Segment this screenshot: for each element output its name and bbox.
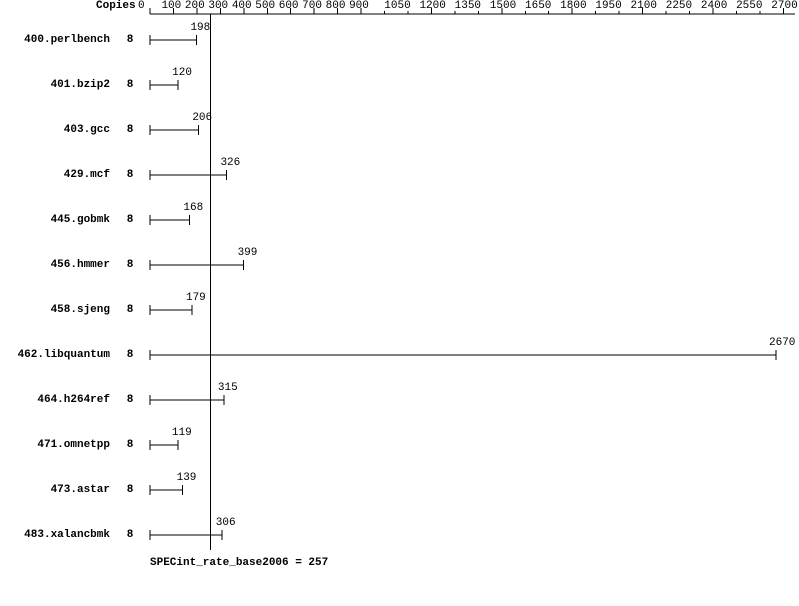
axis-tick-label: 1350: [455, 0, 481, 12]
benchmark-name: 462.libquantum: [0, 349, 110, 361]
copies-value: 8: [120, 484, 140, 496]
benchmark-name: 403.gcc: [0, 124, 110, 136]
copies-value: 8: [120, 259, 140, 271]
axis-tick-label: 2550: [736, 0, 762, 12]
axis-tick-label: 300: [208, 0, 228, 12]
benchmark-name: 445.gobmk: [0, 214, 110, 226]
copies-value: 8: [120, 394, 140, 406]
copies-value: 8: [120, 214, 140, 226]
copies-value: 8: [120, 529, 140, 541]
benchmark-value: 119: [172, 427, 192, 439]
benchmark-name: 400.perlbench: [0, 34, 110, 46]
copies-value: 8: [120, 169, 140, 181]
axis-tick-label: 800: [326, 0, 346, 12]
axis-tick-label: 900: [349, 0, 369, 12]
axis-tick-label: 2400: [701, 0, 727, 12]
axis-tick-label: 2700: [771, 0, 797, 12]
chart-footer: SPECint_rate_base2006 = 257: [150, 557, 328, 569]
benchmark-value: 326: [220, 157, 240, 169]
benchmark-value: 306: [216, 517, 236, 529]
copies-value: 8: [120, 79, 140, 91]
axis-tick-label: 1050: [384, 0, 410, 12]
copies-value: 8: [120, 34, 140, 46]
axis-tick-label: 1200: [419, 0, 445, 12]
benchmark-value: 168: [183, 202, 203, 214]
benchmark-value: 139: [177, 472, 197, 484]
axis-tick-label: 200: [185, 0, 205, 12]
axis-tick-label: 2100: [631, 0, 657, 12]
axis-tick-label: 2250: [666, 0, 692, 12]
axis-tick-label: 400: [232, 0, 252, 12]
axis-tick-label: 1950: [595, 0, 621, 12]
copies-value: 8: [120, 304, 140, 316]
copies-value: 8: [120, 349, 140, 361]
copies-value: 8: [120, 439, 140, 451]
axis-tick-label: 600: [279, 0, 299, 12]
benchmark-name: 471.omnetpp: [0, 439, 110, 451]
benchmark-name: 473.astar: [0, 484, 110, 496]
benchmark-value: 2670: [769, 337, 795, 349]
benchmark-value: 120: [172, 67, 192, 79]
copies-value: 8: [120, 124, 140, 136]
benchmark-value: 399: [238, 247, 258, 259]
axis-tick-label: 100: [161, 0, 181, 12]
benchmark-name: 429.mcf: [0, 169, 110, 181]
benchmark-name: 401.bzip2: [0, 79, 110, 91]
axis-tick-label: 1650: [525, 0, 551, 12]
axis-tick-label: 500: [255, 0, 275, 12]
benchmark-value: 315: [218, 382, 238, 394]
axis-tick-label: 0: [138, 0, 145, 12]
axis-tick-label: 1800: [560, 0, 586, 12]
axis-tick-label: 1500: [490, 0, 516, 12]
axis-tick-label: 700: [302, 0, 322, 12]
benchmark-name: 456.hmmer: [0, 259, 110, 271]
benchmark-value: 206: [192, 112, 212, 124]
benchmark-value: 179: [186, 292, 206, 304]
benchmark-name: 483.xalancbmk: [0, 529, 110, 541]
benchmark-name: 458.sjeng: [0, 304, 110, 316]
copies-header: Copies: [96, 0, 136, 12]
spec-rate-chart: 0 100 200300 400500 600700 800900 1050 1200 1350…: [0, 0, 799, 606]
benchmark-value: 198: [190, 22, 210, 34]
benchmark-name: 464.h264ref: [0, 394, 110, 406]
